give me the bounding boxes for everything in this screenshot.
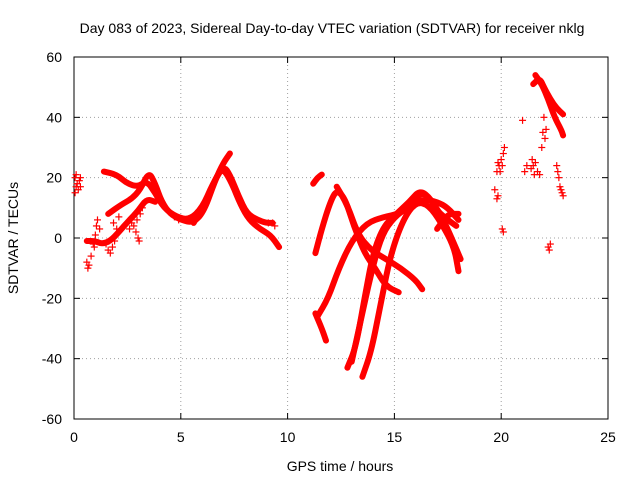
data-point <box>113 225 121 233</box>
data-point <box>110 219 118 227</box>
data-point <box>92 222 100 230</box>
data-point <box>536 171 544 179</box>
data-point <box>556 183 564 191</box>
chart-title: Day 083 of 2023, Sidereal Day-to-day VTE… <box>80 20 585 36</box>
data-point <box>108 243 116 251</box>
track-a3 <box>190 167 283 251</box>
data-point <box>499 228 507 236</box>
track-b8 <box>310 171 325 187</box>
y-tick-label: 0 <box>54 230 62 246</box>
data-point <box>523 162 531 170</box>
data-point <box>89 240 97 248</box>
data-point <box>87 252 95 260</box>
data-points <box>71 113 567 272</box>
data-point <box>138 204 146 212</box>
x-tick-label: 5 <box>177 429 185 445</box>
data-point <box>126 225 134 233</box>
x-tick-label: 25 <box>600 429 616 445</box>
y-tick-label: 40 <box>46 109 62 125</box>
data-point <box>136 210 144 218</box>
data-point <box>542 125 550 133</box>
y-tick-label: -40 <box>42 351 62 367</box>
data-point <box>493 168 501 176</box>
x-tick-label: 0 <box>70 429 78 445</box>
track-b7 <box>348 196 462 365</box>
data-point <box>493 195 501 203</box>
data-point <box>93 216 101 224</box>
data-point <box>539 128 547 136</box>
data-point <box>170 213 178 221</box>
data-point <box>519 116 527 124</box>
data-point <box>499 150 507 158</box>
data-point <box>558 189 566 197</box>
data-point <box>531 159 539 167</box>
data-point <box>75 177 83 185</box>
data-point <box>554 168 562 176</box>
data-point <box>540 113 548 121</box>
x-axis-label: GPS time / hours <box>287 458 394 474</box>
data-point <box>72 171 80 179</box>
data-point <box>132 228 140 236</box>
data-point <box>545 246 553 254</box>
data-point <box>559 192 567 200</box>
data-point <box>494 192 502 200</box>
data-point <box>498 225 506 233</box>
y-tick-label: -60 <box>42 411 62 427</box>
data-point <box>130 222 138 230</box>
data-point <box>71 189 79 197</box>
y-tick-label: 20 <box>46 170 62 186</box>
data-point <box>491 186 499 194</box>
track-c2 <box>532 72 567 139</box>
data-point <box>541 134 549 142</box>
y-tick-label: 60 <box>46 49 62 65</box>
data-point <box>111 237 119 245</box>
data-point <box>133 216 141 224</box>
data-point <box>84 264 92 272</box>
data-point <box>538 144 546 151</box>
data-point <box>494 159 502 167</box>
data-point <box>96 225 104 233</box>
track-b6 <box>359 200 462 380</box>
data-point <box>115 213 123 221</box>
data-point <box>85 261 93 269</box>
data-point <box>497 156 505 164</box>
data-point <box>528 156 536 164</box>
data-point <box>555 174 563 182</box>
data-point <box>106 249 114 257</box>
data-point <box>175 216 183 224</box>
x-tick-label: 10 <box>280 429 296 445</box>
data-point <box>76 183 84 191</box>
data-point <box>76 174 84 182</box>
data-point <box>102 240 110 248</box>
y-tick-label: -20 <box>42 290 62 306</box>
data-point <box>521 168 529 176</box>
data-point <box>546 240 554 248</box>
grid-lines <box>74 57 608 419</box>
data-point <box>90 243 98 251</box>
data-point <box>498 162 506 170</box>
x-tick-label: 15 <box>387 429 403 445</box>
axis-ticks: 0 5 10 15 20 25 -60 -40 -20 0 20 40 60 <box>42 49 616 445</box>
data-point <box>135 237 143 245</box>
y-axis-label: SDTVAR / TECUs <box>5 182 21 294</box>
data-tracks <box>83 72 567 380</box>
data-point <box>91 231 99 239</box>
track-b9 <box>434 210 462 232</box>
data-point <box>500 144 508 151</box>
data-point <box>134 234 142 242</box>
data-point <box>553 162 561 170</box>
data-point <box>557 186 565 194</box>
data-point <box>271 222 279 230</box>
x-tick-label: 20 <box>493 429 509 445</box>
